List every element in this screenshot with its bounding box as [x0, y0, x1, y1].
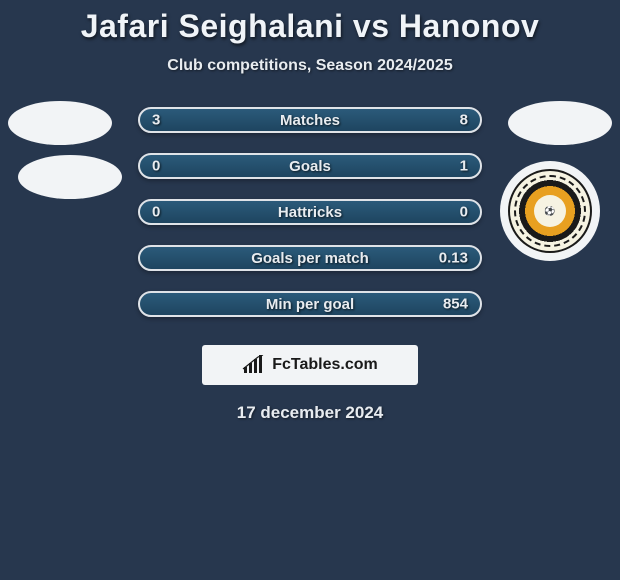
right-player-badge-wrap [508, 101, 612, 145]
left-player-badge-2 [18, 155, 122, 199]
stat-label: Goals per match [251, 250, 369, 267]
stat-label: Hattricks [278, 204, 342, 221]
stats-area: ⚽ 3 Matches 8 0 Goals 1 0 Hattricks 0 Goals per m… [0, 107, 620, 317]
snapshot-date: 17 december 2024 [0, 403, 620, 423]
stat-value-right: 8 [460, 112, 468, 129]
season-subtitle: Club competitions, Season 2024/2025 [0, 57, 620, 75]
stat-bar: 0 Hattricks 0 [138, 199, 482, 225]
stat-label: Matches [280, 112, 340, 129]
comparison-title: Jafari Seighalani vs Hanonov [0, 0, 620, 45]
stat-bar: 0 Goals 1 [138, 153, 482, 179]
stat-bar: Min per goal 854 [138, 291, 482, 317]
stat-bar: Goals per match 0.13 [138, 245, 482, 271]
right-player-badge [508, 101, 612, 145]
brand-footer[interactable]: FcTables.com [202, 345, 418, 385]
stat-bar: 3 Matches 8 [138, 107, 482, 133]
team-logo-ring: ⚽ [508, 169, 592, 253]
stat-label: Min per goal [266, 296, 354, 313]
stat-value-right: 1 [460, 158, 468, 175]
brand-text: FcTables.com [272, 356, 378, 374]
stat-value-left: 0 [152, 204, 160, 221]
stat-bars-container: 3 Matches 8 0 Goals 1 0 Hattricks 0 Goals per mat… [138, 107, 482, 317]
stat-value-left: 3 [152, 112, 160, 129]
stat-value-right: 854 [443, 296, 468, 313]
stat-value-left: 0 [152, 158, 160, 175]
chart-icon [242, 355, 266, 375]
stat-label: Goals [289, 158, 331, 175]
stat-value-right: 0.13 [439, 250, 468, 267]
team-logo-center: ⚽ [534, 195, 566, 227]
left-player-badge-1 [8, 101, 112, 145]
stat-value-right: 0 [460, 204, 468, 221]
right-team-logo: ⚽ [500, 161, 600, 261]
